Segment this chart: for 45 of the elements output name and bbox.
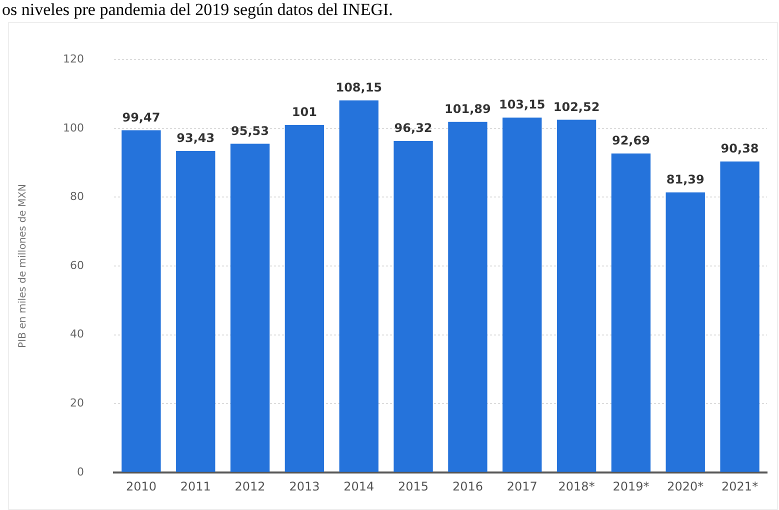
data-label: 95,53 xyxy=(231,124,270,138)
y-tick-label: 20 xyxy=(70,396,84,410)
x-tick-label: 2018* xyxy=(558,480,595,494)
data-label: 101 xyxy=(292,105,317,120)
bar xyxy=(284,124,324,472)
bar xyxy=(339,100,378,472)
data-label: 108,15 xyxy=(336,80,382,94)
bar xyxy=(720,161,760,472)
bar xyxy=(666,192,705,472)
bar xyxy=(230,144,270,472)
y-axis-title: PIB en miles de millones de MXN xyxy=(18,184,29,348)
x-tick-label: 2015 xyxy=(398,480,429,494)
x-tick-label: 2020* xyxy=(667,480,704,494)
y-tick-label: 120 xyxy=(62,52,84,66)
x-tick-label: 2011 xyxy=(180,480,211,494)
data-label: 93,43 xyxy=(176,131,215,146)
x-tick-label: 2019* xyxy=(612,480,650,494)
y-tick-label: 100 xyxy=(62,121,84,134)
x-tick-label: 2013 xyxy=(289,480,320,494)
bar xyxy=(611,154,651,472)
data-label: 90,38 xyxy=(720,142,759,156)
x-tick-label: 2014 xyxy=(344,480,374,494)
data-label: 101,89 xyxy=(444,102,491,116)
y-tick-label: 0 xyxy=(76,465,84,478)
bar xyxy=(448,122,488,472)
bar xyxy=(176,151,216,472)
text: os niveles pre pandemia del 2019 según datos del INEGI. xyxy=(1,0,394,20)
x-tick-label: 2010 xyxy=(126,480,156,494)
x-tick-label: 2016 xyxy=(452,480,483,494)
y-tick-label: 80 xyxy=(70,190,84,204)
x-tick-label: 2017 xyxy=(506,480,538,494)
y-tick-label: 40 xyxy=(70,328,84,341)
data-label: 103,15 xyxy=(498,98,546,112)
data-label: 96,32 xyxy=(394,121,432,136)
bar xyxy=(394,141,433,472)
y-tick-label: 60 xyxy=(70,258,84,272)
data-label: 99,47 xyxy=(122,110,160,124)
x-tick-label: 2012 xyxy=(234,480,266,494)
x-tick-label: 2021* xyxy=(722,480,758,494)
bar xyxy=(122,130,161,472)
bar xyxy=(502,118,542,472)
data-label: 81,39 xyxy=(666,172,704,187)
data-label: 92,69 xyxy=(612,134,650,148)
data-label: 102,52 xyxy=(553,100,600,114)
bar xyxy=(556,120,596,472)
